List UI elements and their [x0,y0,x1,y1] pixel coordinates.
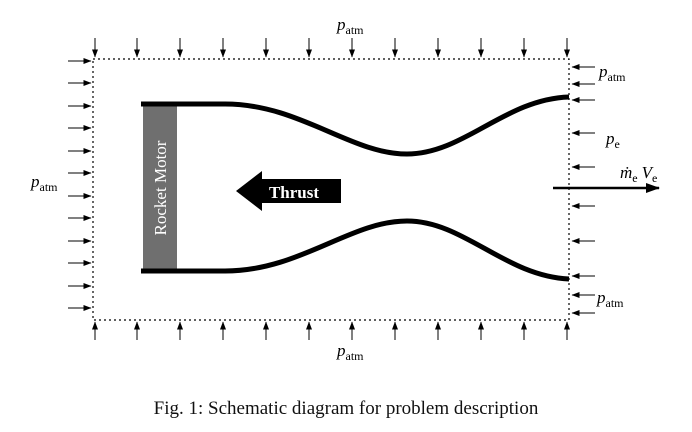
left-pressure-arrows [68,58,92,311]
p-atm-right-top-label: patm [598,62,626,84]
p-atm-top-label: patm [336,15,364,37]
nozzle-upper-wall [141,94,570,157]
thrust-label: Thrust [269,183,319,202]
rocket-motor-block [143,105,177,271]
bottom-pressure-arrows [92,321,570,340]
p-e-label: pe [605,129,620,151]
rocket-motor-label: Rocket Motor [151,140,170,235]
figure-caption: Fig. 1: Schematic diagram for problem de… [154,398,539,419]
p-atm-left-label: patm [30,172,58,194]
thrust-arrow [236,171,341,211]
control-volume-boundary [92,58,570,321]
p-atm-right-bottom-label: patm [596,288,624,310]
top-pressure-arrows [92,38,570,58]
nozzle-lower-wall [141,218,570,282]
mdot-ve-label: ṁe Ve [620,163,657,185]
right-pressure-arrows [571,64,595,316]
p-atm-bottom-label: patm [336,341,364,363]
